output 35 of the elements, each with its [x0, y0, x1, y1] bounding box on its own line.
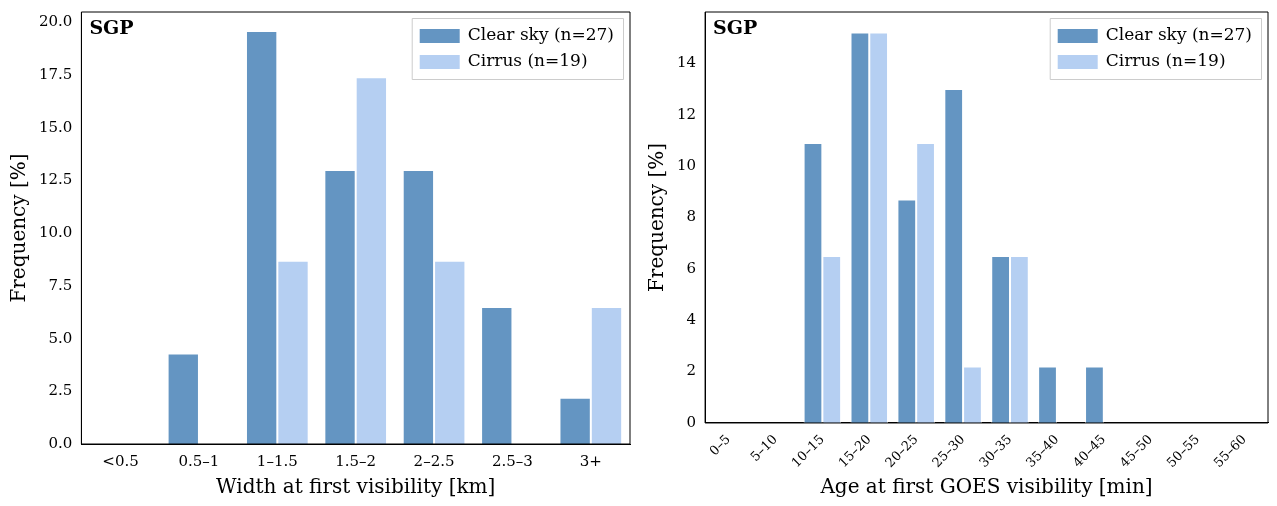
y-tick-label: 20.0: [38, 12, 73, 31]
annotation: SGP: [713, 16, 758, 39]
x-tick-label: 3+: [579, 451, 602, 470]
y-tick-label: 10: [676, 156, 697, 175]
legend-label: Cirrus (n=19): [1105, 50, 1226, 71]
x-axis-title: Age at first GOES visibility [min]: [819, 474, 1153, 499]
legend-label: Clear sky (n=27): [467, 24, 614, 45]
y-tick-label: 6: [686, 258, 697, 277]
x-tick-label: 0.5–1: [178, 451, 220, 470]
x-tick-label: 2.5–3: [491, 451, 533, 470]
y-tick-label: 15.0: [38, 117, 73, 136]
y-tick-label: 12: [676, 104, 697, 123]
y-tick-label: 12.5: [38, 170, 73, 189]
y-axis-title: Frequency [%]: [6, 153, 31, 303]
x-tick-label: 1.5–2: [335, 451, 377, 470]
x-tick-label: 1–1.5: [256, 451, 298, 470]
x-axis-title: Width at first visibility [km]: [216, 474, 496, 499]
legend-label: Clear sky (n=27): [1105, 24, 1252, 45]
x-tick-label: 2–2.5: [413, 451, 455, 470]
annotation: SGP: [89, 16, 134, 39]
y-tick-label: 10.0: [38, 223, 73, 242]
y-tick-label: 0.0: [48, 433, 73, 452]
y-tick-label: 0: [686, 412, 697, 431]
y-tick-label: 17.5: [38, 65, 73, 84]
x-tick-label: <0.5: [102, 451, 139, 470]
y-tick-label: 2.5: [48, 381, 73, 400]
legend-label: Cirrus (n=19): [467, 50, 588, 71]
y-tick-label: 7.5: [48, 275, 73, 294]
y-tick-label: 5.0: [48, 328, 73, 347]
y-axis-title: Frequency [%]: [644, 142, 669, 293]
x-tick-label: 0–5: [706, 431, 734, 459]
y-tick-label: 2: [686, 361, 697, 380]
y-tick-label: 4: [686, 310, 697, 329]
y-tick-label: 8: [686, 207, 697, 226]
y-tick-label: 14: [676, 53, 697, 72]
